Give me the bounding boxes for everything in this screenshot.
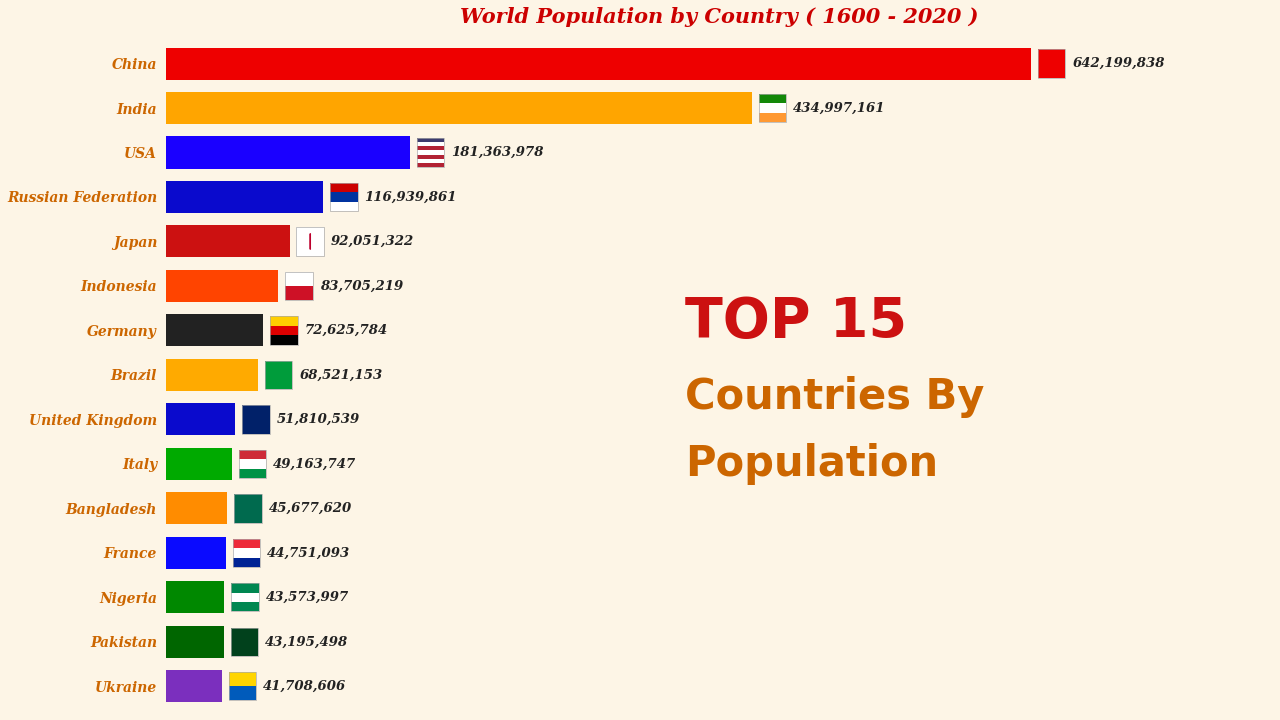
Bar (417, 155, 444, 158)
Bar (417, 143, 444, 146)
Bar (232, 602, 259, 611)
Bar (165, 359, 257, 391)
Bar (229, 672, 256, 686)
Bar (330, 202, 357, 211)
Bar (233, 539, 260, 567)
Bar (165, 537, 225, 569)
Text: TOP 15: TOP 15 (685, 294, 906, 348)
Bar (238, 459, 266, 469)
Bar (759, 113, 786, 122)
Bar (165, 48, 1030, 79)
Text: 41,708,606: 41,708,606 (264, 680, 347, 693)
Bar (330, 183, 357, 192)
Text: 68,521,153: 68,521,153 (300, 369, 383, 382)
Text: 51,810,539: 51,810,539 (276, 413, 360, 426)
Bar (759, 94, 786, 122)
Bar (297, 228, 324, 256)
Bar (265, 361, 292, 389)
Bar (270, 316, 298, 325)
Text: 49,163,747: 49,163,747 (274, 457, 357, 470)
Bar (165, 92, 751, 124)
Bar (330, 192, 357, 202)
Bar (1038, 50, 1065, 78)
Bar (230, 628, 259, 656)
Bar (238, 469, 266, 478)
Text: 642,199,838: 642,199,838 (1073, 57, 1165, 70)
Bar (417, 150, 444, 155)
Bar (229, 686, 256, 701)
Bar (165, 670, 221, 703)
Bar (417, 163, 444, 166)
Bar (270, 325, 298, 336)
Bar (417, 138, 444, 143)
Text: 45,677,620: 45,677,620 (269, 502, 352, 515)
Bar (270, 316, 298, 345)
Bar (230, 628, 259, 656)
Text: 434,997,161: 434,997,161 (794, 102, 886, 114)
Text: 44,751,093: 44,751,093 (268, 546, 351, 559)
Bar (417, 146, 444, 150)
Text: 72,625,784: 72,625,784 (305, 324, 388, 337)
Bar (232, 583, 259, 611)
Bar (232, 593, 259, 602)
Bar (265, 361, 292, 389)
Text: 43,573,997: 43,573,997 (266, 591, 349, 604)
Bar (242, 405, 270, 433)
Bar (270, 336, 298, 345)
Bar (165, 315, 264, 346)
Text: 116,939,861: 116,939,861 (365, 191, 457, 204)
Bar (242, 405, 270, 433)
Bar (165, 581, 224, 613)
Text: Countries By: Countries By (685, 376, 984, 418)
Bar (233, 558, 260, 567)
Bar (330, 183, 357, 211)
Bar (232, 583, 259, 593)
Bar (165, 181, 323, 213)
Bar (238, 450, 266, 478)
Bar (759, 103, 786, 113)
Bar (297, 228, 324, 256)
Bar (165, 626, 224, 658)
Bar (229, 672, 256, 701)
Bar (165, 403, 236, 436)
Text: 92,051,322: 92,051,322 (332, 235, 415, 248)
Bar (285, 272, 312, 286)
Bar (285, 286, 312, 300)
Title: World Population by Country ( 1600 - 2020 ): World Population by Country ( 1600 - 202… (460, 7, 978, 27)
Bar (165, 448, 232, 480)
Bar (233, 539, 260, 548)
Bar (234, 495, 261, 523)
Bar (238, 450, 266, 459)
Text: 181,363,978: 181,363,978 (452, 146, 544, 159)
Text: Population: Population (685, 443, 938, 485)
Bar (165, 492, 227, 524)
Bar (417, 138, 444, 166)
Bar (234, 495, 261, 523)
Text: 83,705,219: 83,705,219 (320, 279, 403, 292)
Bar (1038, 50, 1065, 78)
Bar (417, 158, 444, 163)
Bar (759, 94, 786, 103)
Bar (165, 137, 410, 168)
Bar (233, 548, 260, 558)
Bar (285, 272, 312, 300)
Text: 43,195,498: 43,195,498 (265, 635, 348, 649)
Bar (165, 225, 289, 258)
Bar (165, 270, 278, 302)
